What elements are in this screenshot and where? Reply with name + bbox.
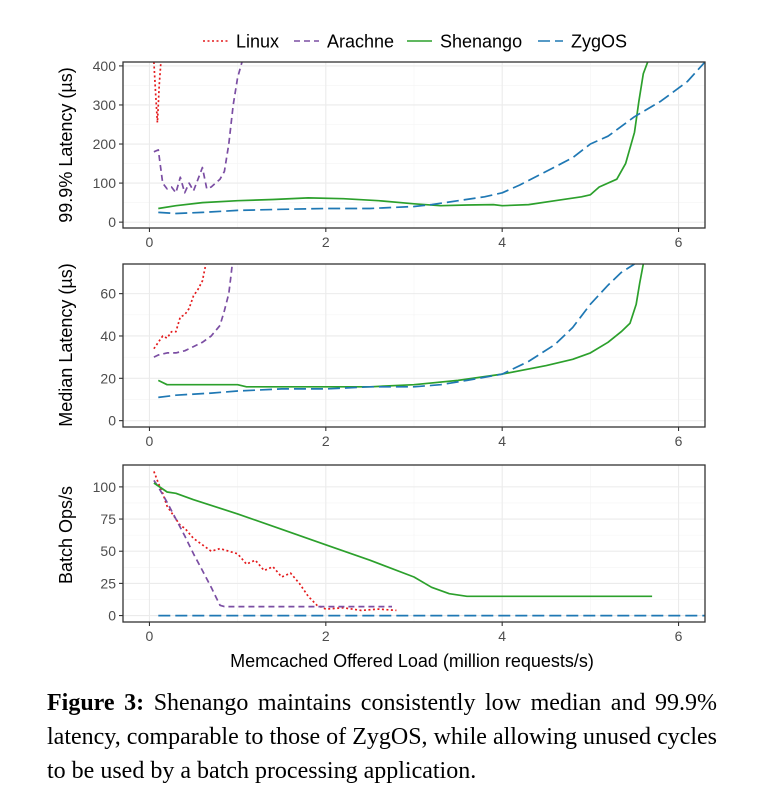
y-axis-label-p999-latency: 99.9% Latency (µs) (56, 67, 76, 222)
panel-border (122, 61, 706, 229)
legend-label-arachne: Arachne (327, 32, 394, 52)
series-line-zygos-median-latency (158, 264, 635, 399)
x-axis-label: Memcached Offered Load (million requests… (230, 651, 594, 671)
y-tick-label: 50 (100, 543, 116, 559)
figure-chart: Linux Arachne Shenango ZygOS 0 2 4 60100200300… (56, 32, 706, 671)
y-tick-label: 40 (100, 328, 116, 344)
y-tick-label: 25 (100, 575, 116, 591)
x-tick-label: 2 (322, 433, 330, 449)
x-tick-label: 6 (675, 234, 683, 250)
legend-label-zygos: ZygOS (571, 32, 627, 52)
legend-label-linux: Linux (236, 32, 279, 52)
caption-label: Figure 3: (47, 690, 145, 716)
x-tick-label: 0 (146, 628, 154, 644)
y-tick-label: 300 (93, 97, 117, 113)
series-line-shenango-p999-latency (158, 62, 649, 210)
series-line-linux-median-latency (153, 264, 207, 350)
figure-caption: Figure 3: Shenango maintains consistentl… (47, 686, 717, 788)
legend: Linux Arachne Shenango ZygOS (203, 32, 627, 52)
x-tick-label: 6 (675, 628, 683, 644)
x-tick-label: 4 (498, 628, 506, 644)
x-tick-label: 2 (322, 628, 330, 644)
y-tick-label: 60 (100, 286, 116, 302)
x-tick-label: 6 (675, 433, 683, 449)
y-tick-label: 0 (108, 413, 116, 429)
panel-batch-ops: 0 2 4 6 0 25 50 75 100 Batch Ops/s (56, 464, 706, 644)
series-line-arachne-p999-latency (153, 62, 243, 194)
series-line-linux-p999-latency (153, 62, 162, 124)
panel-border (122, 263, 706, 428)
x-tick-label: 0 (146, 433, 154, 449)
x-tick-label: 0 (146, 234, 154, 250)
y-axis-label-median-latency: Median Latency (µs) (56, 263, 76, 426)
y-tick-label: 0 (108, 214, 116, 230)
y-tick-label: 20 (100, 370, 116, 386)
y-tick-label: 0 (108, 608, 116, 624)
y-tick-label: 75 (100, 511, 116, 527)
caption-text: Shenango maintains consistently low medi… (47, 690, 717, 784)
y-tick-label: 200 (93, 136, 117, 152)
x-tick-label: 4 (498, 234, 506, 250)
y-tick-label: 100 (93, 175, 117, 191)
y-tick-label: 100 (93, 479, 117, 495)
series-line-zygos-p999-latency (158, 62, 705, 215)
y-axis-label-batch-ops: Batch Ops/s (56, 486, 76, 584)
panel-border (122, 464, 706, 623)
series-line-shenango-batch-ops (153, 482, 653, 598)
series-line-arachne-median-latency (153, 264, 234, 358)
panel-p999-latency: 0 2 4 6 0 100 200 300 400 99.9% Latency (µs) (56, 58, 706, 250)
x-tick-label: 2 (322, 234, 330, 250)
y-tick-label: 400 (93, 58, 117, 74)
x-tick-label: 4 (498, 433, 506, 449)
legend-label-shenango: Shenango (440, 32, 522, 52)
series-line-arachne-batch-ops (153, 479, 392, 608)
